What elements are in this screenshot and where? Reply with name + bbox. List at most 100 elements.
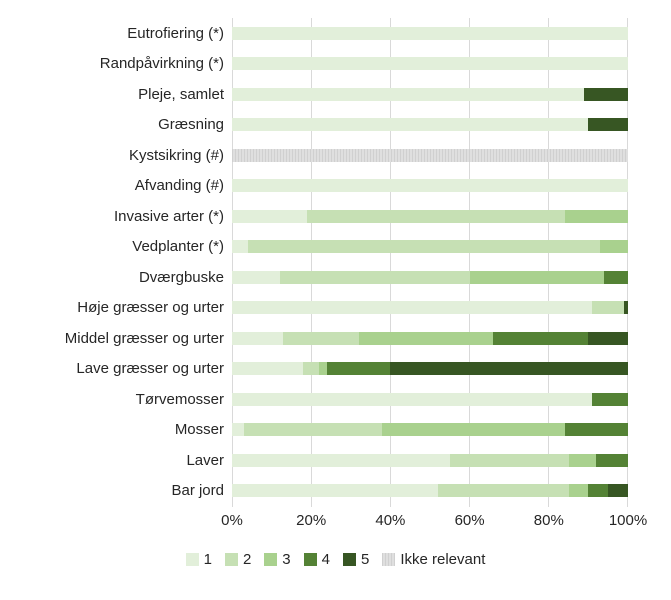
bar-segment-2 <box>449 453 569 467</box>
chart-legend: 1 2 3 4 5 Ikke relevant <box>0 551 671 568</box>
bar-segment-1 <box>232 179 628 193</box>
bar-track <box>232 362 628 376</box>
bar-segment-4 <box>588 484 609 498</box>
category-label: Høje græsser og urter <box>77 299 224 317</box>
bar-track <box>232 331 628 345</box>
category-label: Vedplanter (*) <box>132 238 224 256</box>
bar-segment-3 <box>382 423 565 437</box>
bar-segment-1 <box>232 453 450 467</box>
bar-segment-2 <box>279 270 470 284</box>
bar-track <box>232 57 628 71</box>
chart-row: Bar jord <box>0 476 671 507</box>
chart-row: Mosser <box>0 415 671 446</box>
bar-segment-3 <box>319 362 327 376</box>
bar-track <box>232 179 628 193</box>
bar-track <box>232 484 628 498</box>
legend-label: 3 <box>282 551 291 568</box>
bar-segment-4 <box>493 331 589 345</box>
bar-segment-1 <box>232 392 593 406</box>
category-label: Eutrofiering (*) <box>127 24 224 42</box>
chart-row: Græsning <box>0 110 671 141</box>
bar-segment-2 <box>247 240 601 254</box>
bar-segment-1 <box>232 331 284 345</box>
chart-row: Afvanding (#) <box>0 171 671 202</box>
bar-segment-5 <box>588 331 628 345</box>
bar-segment-2 <box>592 301 625 315</box>
category-label: Lave græsser og urter <box>76 360 224 378</box>
chart-row: Middel græsser og urter <box>0 323 671 354</box>
chart-rows: Eutrofiering (*) Randpåvirkning (*) Pleje,… <box>0 18 671 506</box>
x-axis-tick-label: 40% <box>375 512 406 529</box>
chart-row: Høje græsser og urter <box>0 293 671 324</box>
bar-segment-5 <box>624 301 628 315</box>
chart-row: Laver <box>0 445 671 476</box>
bar-segment-5 <box>588 118 628 132</box>
bar-segment-2 <box>243 423 383 437</box>
chart-row: Tørvemosser <box>0 384 671 415</box>
legend-swatch-icon <box>185 553 199 566</box>
bar-track <box>232 240 628 254</box>
legend-label: Ikke relevant <box>400 551 486 568</box>
bar-track <box>232 423 628 437</box>
chart-row: Randpåvirkning (*) <box>0 49 671 80</box>
category-label: Afvanding (#) <box>134 177 224 195</box>
bar-segment-3 <box>358 331 494 345</box>
chart-row: Invasive arter (*) <box>0 201 671 232</box>
legend-item: Ikke relevant <box>382 551 485 568</box>
legend-item: 2 <box>224 551 252 568</box>
bar-segment-4 <box>564 423 628 437</box>
legend-swatch-icon <box>382 553 396 566</box>
category-label: Laver <box>186 451 224 469</box>
category-label: Pleje, samlet <box>138 85 224 103</box>
bar-segment-1 <box>232 301 593 315</box>
bar-segment-2 <box>307 209 565 223</box>
bar-segment-1 <box>232 57 628 71</box>
bar-segment-1 <box>232 362 304 376</box>
bar-segment-3 <box>568 453 597 467</box>
bar-track <box>232 26 628 40</box>
bar-segment-4 <box>592 392 628 406</box>
legend-swatch-icon <box>264 553 278 566</box>
bar-segment-5 <box>390 362 628 376</box>
legend-swatch-icon <box>303 553 317 566</box>
category-label: Kystsikring (#) <box>128 146 224 164</box>
chart-row: Dværgbuske <box>0 262 671 293</box>
category-label: Dværgbuske <box>138 268 224 286</box>
legend-swatch-icon <box>342 553 356 566</box>
x-axis-tick-label: 100% <box>608 512 648 529</box>
legend-label: 5 <box>360 551 370 568</box>
category-label: Middel græsser og urter <box>64 329 224 347</box>
bar-segment-ikke-relevant <box>232 148 628 162</box>
legend-item: 1 <box>185 551 212 568</box>
bar-segment-5 <box>608 484 628 498</box>
bar-track <box>232 87 628 101</box>
bar-segment-1 <box>232 209 308 223</box>
legend-item: 5 <box>342 551 370 568</box>
bar-segment-1 <box>232 484 438 498</box>
legend-label: 4 <box>321 551 330 568</box>
legend-item: 4 <box>303 551 330 568</box>
bar-segment-4 <box>604 270 628 284</box>
x-axis-tick-label: 60% <box>454 512 485 529</box>
legend-label: 1 <box>203 551 212 568</box>
x-axis-tick-label: 0% <box>221 512 243 529</box>
category-label: Bar jord <box>171 482 224 500</box>
category-label: Tørvemosser <box>135 390 224 408</box>
bar-segment-2 <box>303 362 320 376</box>
legend-swatch-icon <box>224 553 238 566</box>
bar-segment-1 <box>232 423 244 437</box>
bar-segment-5 <box>584 87 628 101</box>
chart-row: Kystsikring (#) <box>0 140 671 171</box>
bar-segment-1 <box>232 26 628 40</box>
bar-segment-1 <box>232 87 585 101</box>
bar-track <box>232 301 628 315</box>
bar-track <box>232 270 628 284</box>
bar-track <box>232 118 628 132</box>
chart-row: Vedplanter (*) <box>0 232 671 263</box>
x-axis: 0% 20% 40% 60% 80% 100% <box>221 512 647 532</box>
bar-track <box>232 209 628 223</box>
bar-segment-3 <box>568 484 589 498</box>
legend-label: 2 <box>242 551 252 568</box>
bar-track <box>232 392 628 406</box>
